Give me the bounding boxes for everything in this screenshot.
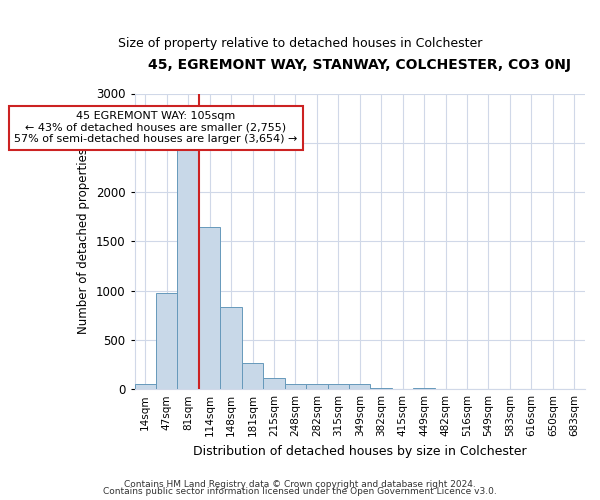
Bar <box>134 384 156 389</box>
Bar <box>156 293 178 389</box>
Bar <box>199 226 220 389</box>
Title: 45, EGREMONT WAY, STANWAY, COLCHESTER, CO3 0NJ: 45, EGREMONT WAY, STANWAY, COLCHESTER, C… <box>148 58 571 71</box>
Bar <box>220 308 242 389</box>
Bar <box>242 362 263 389</box>
Bar <box>306 384 328 389</box>
Bar <box>370 388 392 389</box>
Text: 45 EGREMONT WAY: 105sqm  
← 43% of detached houses are smaller (2,755)
57% of se: 45 EGREMONT WAY: 105sqm ← 43% of detache… <box>14 111 298 144</box>
Bar <box>263 378 284 389</box>
Text: Size of property relative to detached houses in Colchester: Size of property relative to detached ho… <box>118 38 482 51</box>
X-axis label: Distribution of detached houses by size in Colchester: Distribution of detached houses by size … <box>193 444 527 458</box>
Bar <box>413 388 435 389</box>
Text: Contains public sector information licensed under the Open Government Licence v3: Contains public sector information licen… <box>103 487 497 496</box>
Bar <box>178 146 199 389</box>
Y-axis label: Number of detached properties: Number of detached properties <box>77 148 91 334</box>
Text: Contains HM Land Registry data © Crown copyright and database right 2024.: Contains HM Land Registry data © Crown c… <box>124 480 476 489</box>
Bar <box>349 384 370 389</box>
Bar <box>328 384 349 389</box>
Bar <box>284 384 306 389</box>
